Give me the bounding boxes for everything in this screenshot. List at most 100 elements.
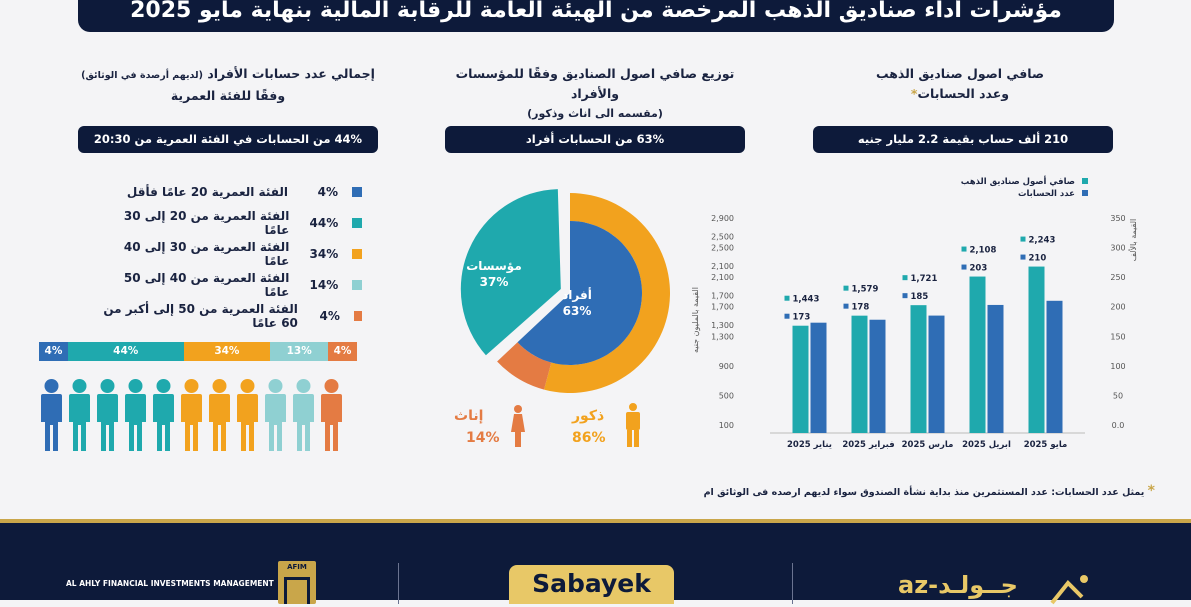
people-bar-segment: 4%: [328, 342, 357, 361]
nav-section-title: صافي اصول صناديق الذهب وعدد الحسابات*: [820, 64, 1100, 104]
age-pct: 44%: [309, 215, 339, 230]
male-icon: [626, 403, 640, 447]
x-tick-label: مايو 2025: [1024, 440, 1068, 450]
y-tick-label: 1,300: [711, 321, 734, 330]
y-tick-label: 2,500: [711, 244, 734, 253]
data-label-accounts: 203: [970, 264, 988, 274]
bar-accounts: [810, 322, 827, 433]
y-tick-label: 2,500: [711, 232, 734, 241]
institutions-label: مؤسسات 37%: [450, 258, 538, 290]
nav-pill: 210 ألف حساب بقيمة 2.2 مليار جنيه: [813, 126, 1113, 153]
page-title: مؤشرات أداء صناديق الذهب المرخصة من الهي…: [78, 0, 1114, 32]
legend-label: صافي أصول صناديق الذهب: [961, 175, 1075, 187]
person-icon: [209, 379, 230, 451]
x-tick-label: مارس 2025: [902, 440, 954, 450]
age-row: الفئة العمرية 20 عامًا فأقل 4%: [100, 176, 362, 207]
nav-title-line1: صافي اصول صناديق الذهب: [875, 66, 1045, 81]
distribution-donut: [460, 189, 670, 393]
x-tick-label: فبراير 2025: [842, 440, 894, 450]
institutions-slice: [460, 189, 561, 356]
data-label-assets: 2,243: [1029, 236, 1056, 246]
age-label: الفئة العمرية من 50 إلى أكبر من 60 عامًا: [103, 301, 298, 330]
y2-tick-label: 150: [1110, 332, 1125, 341]
individuals-pct: 63%: [562, 304, 592, 318]
age-swatch: [352, 248, 362, 259]
gold-az-logo: az-جــولـد: [898, 571, 1018, 599]
y-tick-label: 500: [719, 391, 734, 400]
bar-assets: [1028, 266, 1045, 433]
gold-az-icon: [1050, 575, 1088, 605]
age-title-main: إجمالي عدد حسابات الأفراد: [207, 66, 375, 81]
person-icon: [69, 379, 90, 451]
footer: AL AHLY FINANCIAL INVESTMENTS MANAGEMENT…: [0, 519, 1191, 605]
sabayek-logo: Sabayek: [509, 565, 674, 604]
age-pill: 44% من الحسابات في الفئة العمرية من 20:3…: [78, 126, 378, 153]
female-name: إناث: [454, 408, 484, 424]
distribution-section-title: توزيع صافي اصول الصناديق وفقًا للمؤسسات …: [430, 64, 760, 124]
y2-tick-label: 350: [1110, 214, 1125, 223]
age-label: الفئة العمرية من 30 إلى 40 عامًا: [123, 239, 290, 268]
age-swatch: [353, 310, 362, 321]
age-label: الفئة العمرية من 20 إلى 30 عامًا: [123, 208, 290, 237]
y-axis-label: القيمة بالمليون جنيه: [691, 287, 700, 353]
age-swatch: [352, 279, 362, 290]
person-icon: [153, 379, 174, 451]
data-label-marker: [961, 246, 967, 252]
male-name: ذكور: [572, 408, 605, 424]
age-swatch: [352, 186, 362, 197]
data-label-marker: [902, 275, 908, 281]
person-icon: [321, 379, 342, 451]
age-pct: 4%: [317, 184, 338, 199]
legend-swatch: [1082, 190, 1088, 196]
data-label-marker: [902, 293, 908, 299]
male-slice: [544, 193, 670, 393]
data-label-marker: [961, 264, 967, 270]
footnote-text: يمثل عدد الحسابات: عدد المستثمرين منذ بد…: [700, 487, 1145, 498]
individuals-slice: [517, 221, 642, 365]
distribution-title-line2: (مقسمه الى اناث وذكور): [527, 107, 663, 120]
age-row: الفئة العمرية من 20 إلى 30 عامًا 44%: [100, 207, 362, 238]
y-tick-label: 1,700: [711, 303, 734, 312]
y2-tick-label: 250: [1110, 273, 1125, 282]
nav-title-line2: وعدد الحسابات: [917, 86, 1010, 101]
age-label: الفئة العمرية 20 عامًا فأقل: [126, 184, 288, 199]
nav-bar-chart: 2,900 2,500 2,500 2,100 2,100 1,700 1,700 1,300…: [691, 175, 1138, 450]
individuals-name: أفراد: [562, 288, 592, 302]
female-pct: 14%: [466, 430, 500, 446]
age-swatch: [352, 217, 362, 228]
y-tick-label: 2,100: [711, 262, 734, 271]
bar-assets: [792, 325, 809, 433]
footnote: * يمثل عدد الحسابات: عدد المستثمرين منذ …: [700, 483, 1155, 499]
age-pct: 4%: [319, 308, 340, 323]
data-label-accounts: 185: [911, 292, 929, 302]
data-label-assets: 1,721: [911, 274, 938, 284]
data-label-accounts: 210: [1029, 254, 1047, 264]
bar-accounts: [869, 319, 886, 433]
x-tick-label: ابريل 2025: [962, 440, 1011, 450]
age-pct: 34%: [309, 246, 339, 261]
y2-tick-label: 300: [1110, 244, 1125, 253]
data-label-accounts: 173: [793, 313, 811, 323]
person-icon: [97, 379, 118, 451]
y-tick-label: 100: [719, 421, 734, 430]
data-label-assets: 2,108: [970, 246, 997, 256]
bar-accounts: [928, 315, 945, 433]
bar-accounts: [1046, 300, 1063, 433]
person-icon: [41, 379, 62, 451]
y-tick-label: 900: [719, 362, 734, 371]
y-tick-label: 2,100: [711, 273, 734, 282]
y-tick-label: 1,300: [711, 332, 734, 341]
legend-label: عدد الحسابات: [1018, 189, 1075, 199]
institutions-pct: 37%: [479, 275, 509, 289]
institutions-name: مؤسسات: [466, 259, 522, 273]
age-section-title: إجمالي عدد حسابات الأفراد (لديهم أرصدة ف…: [78, 64, 378, 106]
people-icons: [38, 378, 345, 452]
age-pct: 14%: [309, 277, 339, 292]
bar-accounts: [987, 304, 1004, 433]
individuals-label: أفراد 63%: [552, 287, 602, 319]
distribution-title-line1: توزيع صافي اصول الصناديق وفقًا للمؤسسات …: [455, 66, 735, 101]
ahly-logo-text: AFIM: [287, 563, 307, 571]
data-label-marker: [843, 303, 849, 309]
female-icon: [511, 405, 525, 447]
ahly-name: AL AHLY FINANCIAL INVESTMENTS MANAGEMENT: [66, 579, 274, 588]
